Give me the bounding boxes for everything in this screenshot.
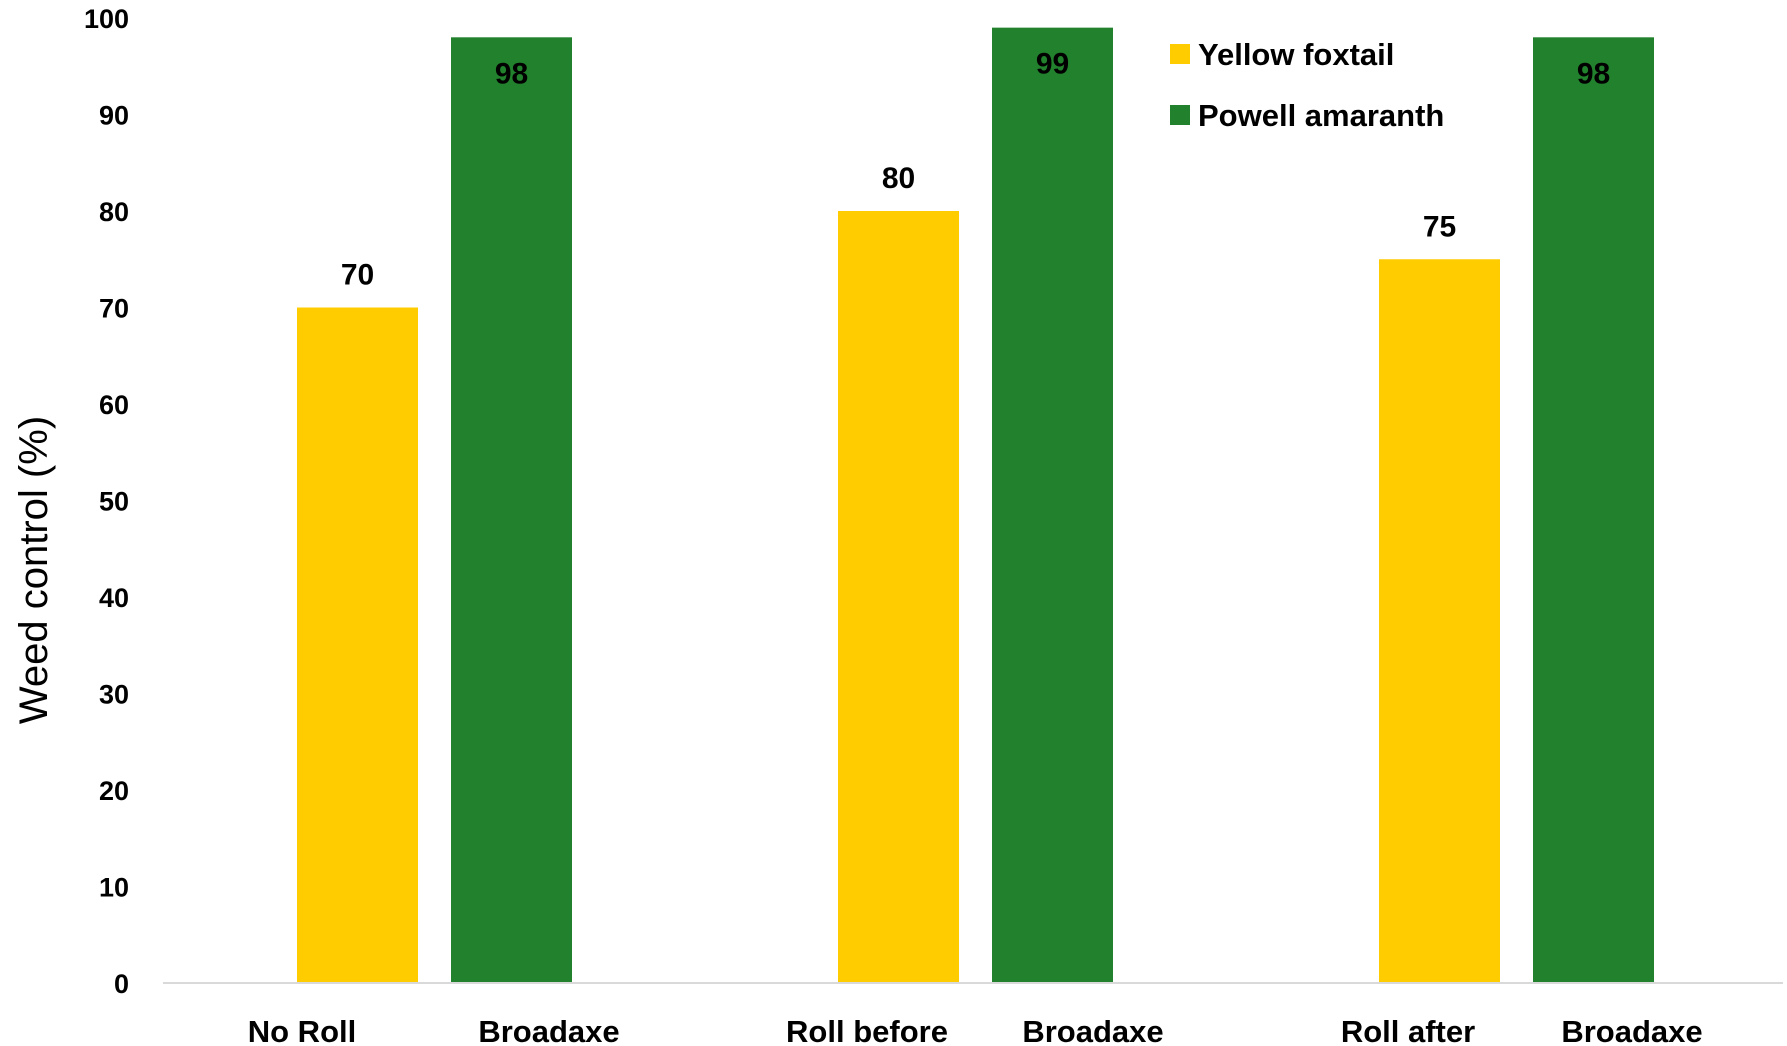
legend-swatch — [1170, 44, 1190, 64]
x-category-label: No Roll — [248, 1014, 357, 1046]
bars-group — [297, 27, 1654, 984]
bar-powell-amaranth — [1533, 37, 1654, 984]
data-label: 98 — [1577, 57, 1610, 90]
y-tick-label: 20 — [99, 776, 129, 806]
legend: Yellow foxtail Powell amaranth — [1170, 37, 1444, 133]
x-axis-labels: No Roll Broadaxe Roll before Broadaxe Roll a… — [248, 1014, 1703, 1046]
bar-powell-amaranth — [992, 27, 1113, 983]
y-tick-label: 50 — [99, 487, 129, 517]
y-tick-label: 10 — [99, 873, 129, 903]
legend-label: Yellow foxtail — [1198, 37, 1394, 72]
x-sub-label: Broadaxe — [1022, 1014, 1163, 1046]
bar-powell-amaranth — [451, 37, 572, 984]
legend-label: Powell amaranth — [1198, 98, 1444, 133]
x-sub-label: Broadaxe — [478, 1014, 619, 1046]
x-category-label: Roll before — [786, 1014, 948, 1046]
y-tick-label: 40 — [99, 583, 129, 613]
y-axis-title-group: Weed control (%) — [12, 416, 56, 724]
data-label: 98 — [495, 57, 528, 90]
y-axis-ticks: 0 10 20 30 40 50 60 70 80 90 100 — [84, 4, 129, 999]
x-category-label: Roll after — [1341, 1014, 1475, 1046]
data-labels-group: 70 98 80 99 75 98 — [341, 48, 1610, 292]
y-tick-label: 90 — [99, 101, 129, 131]
bar-yellow-foxtail — [838, 211, 959, 983]
data-label: 75 — [1423, 210, 1456, 243]
x-sub-label: Broadaxe — [1561, 1014, 1702, 1046]
y-axis-title: Weed control (%) — [12, 416, 56, 724]
y-tick-label: 100 — [84, 4, 129, 34]
data-label: 80 — [882, 162, 915, 195]
y-tick-label: 80 — [99, 197, 129, 227]
y-tick-label: 0 — [114, 969, 129, 999]
bar-yellow-foxtail — [1379, 259, 1500, 983]
y-tick-label: 30 — [99, 680, 129, 710]
y-tick-label: 60 — [99, 390, 129, 420]
legend-swatch — [1170, 105, 1190, 125]
data-label: 99 — [1036, 48, 1069, 81]
data-label: 70 — [341, 259, 374, 292]
y-tick-label: 70 — [99, 294, 129, 324]
bar-yellow-foxtail — [297, 307, 418, 983]
